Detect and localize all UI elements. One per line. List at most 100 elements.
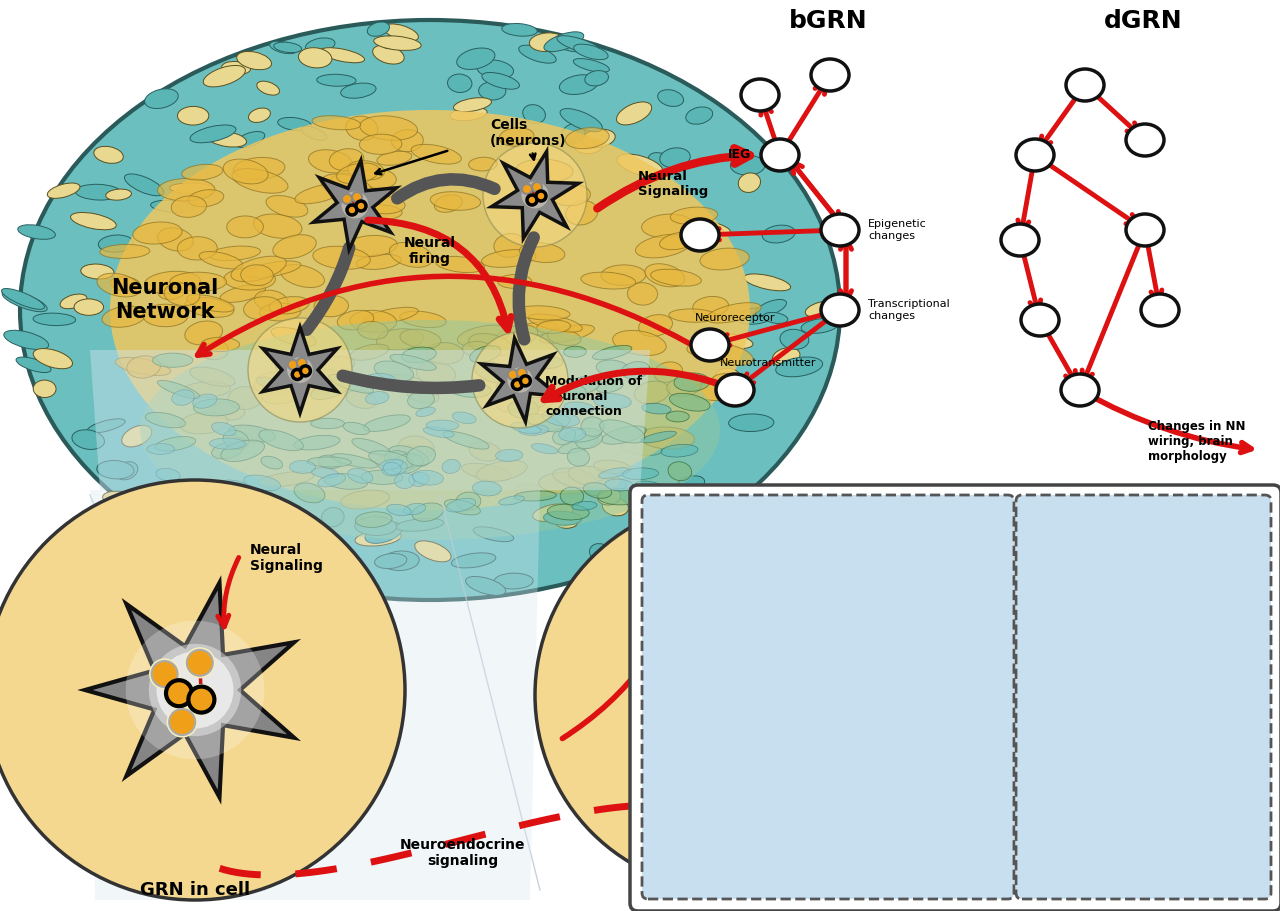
Ellipse shape [189,367,236,386]
Circle shape [719,660,748,688]
Ellipse shape [115,462,138,480]
Ellipse shape [145,413,186,428]
Ellipse shape [407,391,434,409]
Ellipse shape [157,281,187,300]
Ellipse shape [801,319,838,333]
Text: Neurotransmitter: Neurotransmitter [719,358,817,368]
Circle shape [186,684,218,715]
Ellipse shape [572,501,596,510]
Ellipse shape [193,399,239,415]
Ellipse shape [210,438,246,449]
Circle shape [520,375,531,386]
Ellipse shape [221,440,265,462]
Ellipse shape [602,426,646,445]
Circle shape [287,359,298,370]
Ellipse shape [553,428,576,445]
Ellipse shape [581,272,636,289]
Text: GRN in cell: GRN in cell [675,881,785,899]
Ellipse shape [449,107,488,121]
Ellipse shape [140,320,719,540]
Ellipse shape [516,159,573,182]
Ellipse shape [603,497,628,516]
Ellipse shape [389,242,433,267]
Ellipse shape [536,321,571,333]
Ellipse shape [716,374,754,406]
Ellipse shape [741,79,780,111]
Ellipse shape [402,347,436,363]
Ellipse shape [266,196,308,217]
Ellipse shape [3,291,47,312]
Ellipse shape [640,427,694,449]
Ellipse shape [311,467,338,478]
Ellipse shape [474,527,513,542]
Ellipse shape [280,264,324,288]
Ellipse shape [369,451,412,469]
Ellipse shape [564,402,594,413]
Circle shape [148,644,241,736]
Circle shape [521,376,530,386]
Ellipse shape [499,496,525,505]
Circle shape [535,190,547,201]
Ellipse shape [1066,69,1103,101]
Ellipse shape [214,402,244,420]
Ellipse shape [568,466,621,488]
Ellipse shape [157,228,193,251]
Text: bGRN: bGRN [788,9,868,33]
Ellipse shape [641,404,671,414]
Ellipse shape [384,451,408,466]
Ellipse shape [672,510,718,525]
Ellipse shape [553,468,596,488]
Ellipse shape [156,468,180,481]
Polygon shape [90,350,650,490]
Ellipse shape [256,377,276,387]
Ellipse shape [271,327,316,346]
Ellipse shape [448,74,472,93]
Ellipse shape [365,522,402,543]
Ellipse shape [356,512,392,527]
Ellipse shape [302,127,326,140]
Ellipse shape [476,460,527,482]
Circle shape [521,183,532,195]
Ellipse shape [376,151,412,165]
Ellipse shape [472,481,502,496]
Ellipse shape [20,20,840,600]
Ellipse shape [255,291,288,312]
Circle shape [292,370,302,380]
Ellipse shape [201,337,239,352]
Ellipse shape [324,474,367,489]
Ellipse shape [207,131,247,147]
Ellipse shape [780,329,809,349]
Ellipse shape [211,442,243,459]
Ellipse shape [269,297,310,314]
Circle shape [347,205,357,215]
Ellipse shape [518,425,549,435]
Ellipse shape [329,173,366,195]
Ellipse shape [744,274,791,291]
Polygon shape [262,327,337,413]
Ellipse shape [495,392,553,414]
Ellipse shape [567,448,590,466]
Ellipse shape [581,417,604,436]
Ellipse shape [392,129,424,152]
Ellipse shape [639,314,672,336]
Ellipse shape [102,306,146,327]
Ellipse shape [399,329,440,348]
Circle shape [531,181,543,192]
Ellipse shape [311,418,344,429]
Ellipse shape [708,344,753,365]
Ellipse shape [184,321,223,345]
Ellipse shape [531,357,563,369]
Ellipse shape [617,154,663,177]
Circle shape [156,651,233,729]
Circle shape [125,620,264,759]
Ellipse shape [253,372,294,395]
FancyArrowPatch shape [598,148,750,209]
Ellipse shape [155,436,196,451]
Ellipse shape [293,435,340,450]
Ellipse shape [721,486,763,507]
FancyArrowPatch shape [518,238,534,339]
Ellipse shape [516,306,570,320]
Ellipse shape [524,415,571,433]
Ellipse shape [337,163,379,184]
Text: Modulation of
neuronal
connection: Modulation of neuronal connection [545,375,643,418]
